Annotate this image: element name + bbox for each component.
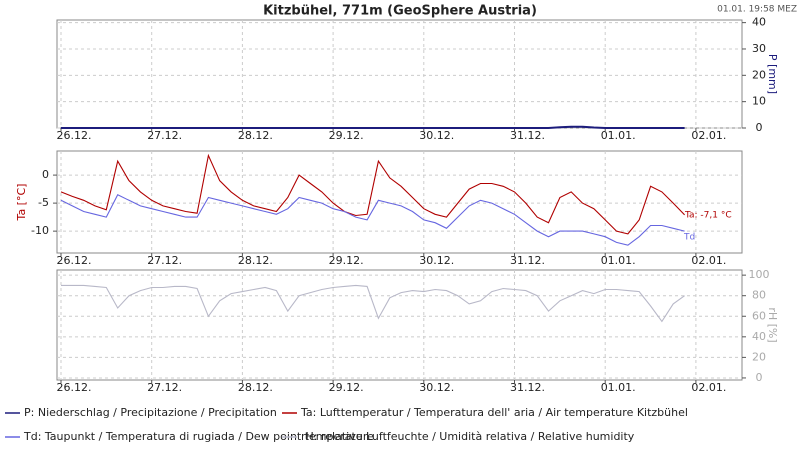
legend-label: P: Niederschlag / Precipitazione / Preci… (24, 406, 277, 419)
y-tick-label: 30 (752, 42, 766, 55)
y-tick-label: 0 (756, 121, 763, 134)
legend-label: Td: Taupunkt / Temperatura di rugiada / … (23, 430, 374, 443)
y-axis-label: Ta [°C] (15, 184, 28, 222)
x-tick-label: 27.12. (147, 381, 182, 394)
timestamp: 01.01. 19:58 MEZ (717, 5, 797, 15)
x-tick-label: 01.01. (601, 129, 636, 142)
x-tick-label: 02.01. (691, 381, 726, 394)
x-tick-label: 02.01. (691, 254, 726, 267)
x-tick-label: 29.12. (329, 381, 364, 394)
x-tick-label: 26.12. (57, 129, 92, 142)
x-tick-label: 01.01. (601, 381, 636, 394)
x-tick-label: 29.12. (329, 254, 364, 267)
legend-label: rH: relative Luftfeuchte / Umidità relat… (301, 430, 635, 443)
y-tick-label: 60 (752, 309, 766, 322)
data-line (61, 284, 685, 323)
plot-frame (56, 19, 743, 129)
y-tick-label: -10 (31, 224, 49, 237)
y-tick-label: 20 (752, 350, 766, 363)
y-axis-label: rH [%] (766, 307, 779, 342)
y-tick-label: 40 (752, 16, 766, 29)
x-tick-label: 28.12. (238, 254, 273, 267)
y-tick-label: 20 (752, 68, 766, 81)
annotation: Td (683, 233, 695, 243)
data-line (61, 125, 685, 129)
y-tick-label: 0 (756, 371, 763, 384)
x-tick-label: 01.01. (601, 254, 636, 267)
data-line (60, 193, 685, 246)
x-tick-label: 31.12. (510, 129, 545, 142)
y-tick-label: -5 (38, 196, 49, 209)
x-tick-label: 31.12. (510, 381, 545, 394)
x-tick-label: 31.12. (510, 254, 545, 267)
annotation: Ta: -7,1 °C (684, 210, 732, 220)
y-axis-label: P [mm] (766, 54, 779, 94)
x-tick-label: 02.01. (691, 129, 726, 142)
legend-label: Ta: Lufttemperatur / Temperatura dell' a… (300, 406, 688, 419)
x-tick-label: 30.12. (419, 254, 454, 267)
data-line (60, 153, 685, 235)
x-tick-label: 27.12. (147, 129, 182, 142)
chart-title: Kitzbühel, 771m (GeoSphere Austria) (263, 4, 537, 19)
x-tick-label: 30.12. (419, 129, 454, 142)
y-tick-label: 10 (752, 95, 766, 108)
x-tick-label: 28.12. (238, 381, 273, 394)
y-tick-label: 40 (752, 330, 766, 343)
x-tick-label: 29.12. (329, 129, 364, 142)
x-tick-label: 27.12. (147, 254, 182, 267)
x-tick-label: 28.12. (238, 129, 273, 142)
x-tick-label: 30.12. (419, 381, 454, 394)
x-tick-label: 26.12. (57, 381, 92, 394)
plot-frame (56, 150, 743, 254)
y-tick-label: 80 (752, 289, 766, 302)
plot-frame (56, 269, 743, 381)
x-tick-label: 26.12. (57, 254, 92, 267)
y-tick-label: 100 (749, 268, 770, 281)
y-tick-label: 0 (42, 168, 49, 181)
